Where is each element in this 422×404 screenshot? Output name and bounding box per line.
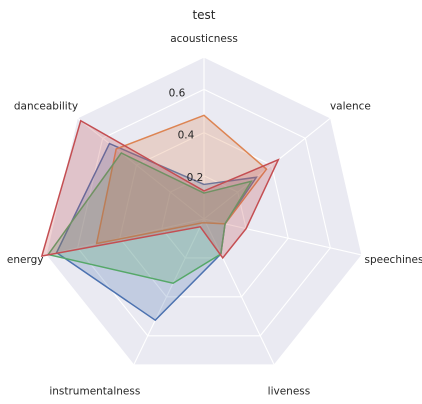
grid-spoke: [76, 117, 205, 220]
radial-tick-label: 0.4: [178, 130, 195, 142]
series-group: [40, 114, 280, 322]
grid-spoke: [203, 117, 332, 220]
grid-spoke: [203, 218, 363, 256]
axis-label-instrumentalness: instrumentalness: [49, 385, 140, 397]
grid-spoke: [45, 218, 205, 256]
grid-ring: [45, 56, 363, 366]
series-polygon-4: [40, 119, 280, 260]
grid-ring: [77, 88, 331, 337]
axis-label-liveness: liveness: [268, 385, 311, 397]
series-polygon-3: [46, 152, 253, 285]
radial-tick-label: 0.2: [187, 172, 204, 184]
grid-spoke: [203, 218, 275, 366]
grid-ring: [119, 131, 289, 298]
grid: [45, 56, 363, 366]
chart-title: test: [192, 8, 215, 22]
axis-labels: acousticness valence speechiness liveness in…: [7, 33, 422, 397]
radial-tick-labels: 0.2 0.4 0.6: [169, 87, 204, 184]
grid-ring: [161, 175, 247, 259]
grid-spoke: [133, 218, 205, 366]
axis-label-danceability: danceability: [14, 100, 78, 112]
axis-label-acousticness: acousticness: [170, 33, 238, 45]
radial-tick-label: 0.6: [169, 87, 186, 99]
axis-label-valence: valence: [330, 100, 371, 112]
axis-label-speechiness: speechiness: [365, 254, 422, 266]
axis-label-energy: energy: [7, 254, 44, 266]
